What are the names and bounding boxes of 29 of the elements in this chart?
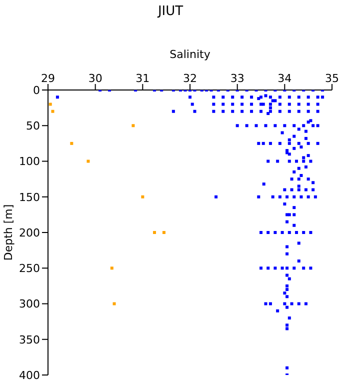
point	[70, 142, 74, 145]
point	[86, 160, 90, 163]
x-tick-label: 29	[41, 72, 55, 85]
point	[141, 195, 144, 198]
y-tick-label: 400	[19, 368, 40, 382]
x-axis-title: Salinity	[170, 48, 211, 61]
point	[112, 302, 116, 306]
x-tick-label: 34	[278, 72, 292, 85]
y-tick-label: 0	[33, 84, 40, 97]
y-tick-label: 350	[19, 333, 40, 346]
point	[51, 110, 54, 113]
y-tick-label: 300	[19, 298, 40, 311]
x-tick-label: 33	[230, 72, 244, 85]
x-tick-label: 30	[88, 72, 102, 85]
point	[132, 124, 135, 128]
chart-title: JIUT	[156, 4, 184, 19]
point	[48, 102, 52, 106]
y-tick-label: 100	[19, 155, 40, 168]
y-tick-label: 250	[19, 262, 40, 276]
x-tick-label: 35	[325, 72, 339, 85]
y-tick-label: 200	[19, 226, 40, 240]
y-axis-title: Depth [m]	[2, 204, 15, 261]
point	[162, 231, 166, 234]
point	[153, 231, 156, 234]
y-tick-label: 150	[19, 190, 40, 204]
y-tick-label: 50	[26, 120, 40, 133]
x-tick-label: 32	[183, 72, 197, 85]
x-tick-label: 31	[136, 72, 150, 85]
point	[110, 266, 114, 270]
